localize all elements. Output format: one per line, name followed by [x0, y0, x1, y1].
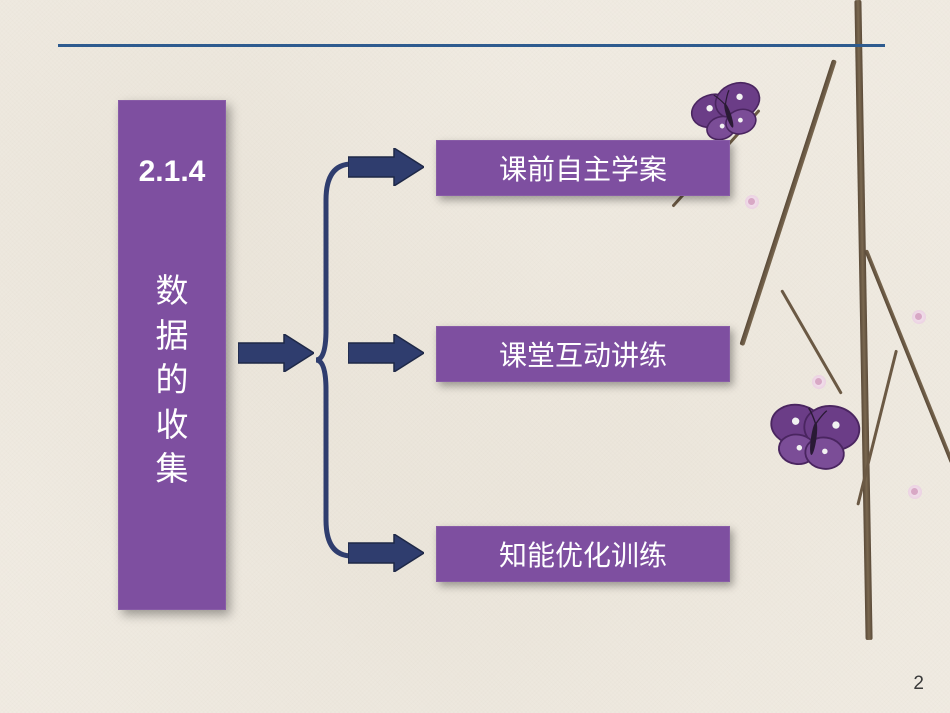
sub-topic-label: 课堂互动讲练	[499, 334, 667, 374]
sub-topic-label: 课前自主学案	[499, 148, 667, 188]
section-number: 2.1.4	[139, 155, 206, 189]
arrow-icon	[348, 534, 424, 572]
flower-decor	[908, 485, 922, 499]
arrow-icon	[238, 334, 314, 372]
page-number: 2	[913, 673, 924, 695]
sub-topic-label: 知能优化训练	[499, 534, 667, 574]
sub-topic-box: 课前自主学案	[436, 140, 730, 196]
arrow-icon	[348, 148, 424, 186]
sub-topic-box: 课堂互动讲练	[436, 326, 730, 382]
section-title: 数 据 的 收 集	[156, 269, 189, 492]
title-char: 的	[156, 358, 189, 403]
flower-decor	[812, 375, 826, 389]
flower-decor	[745, 195, 759, 209]
title-char: 集	[156, 447, 189, 492]
arrow-icon	[348, 334, 424, 372]
flower-decor	[912, 310, 926, 324]
top-divider	[58, 44, 885, 47]
sub-topic-box: 知能优化训练	[436, 526, 730, 582]
title-char: 据	[156, 314, 189, 359]
title-char: 收	[156, 403, 189, 448]
butterfly-decor	[763, 394, 864, 478]
title-char: 数	[156, 269, 189, 314]
main-topic-box: 2.1.4 数 据 的 收 集	[118, 100, 226, 610]
